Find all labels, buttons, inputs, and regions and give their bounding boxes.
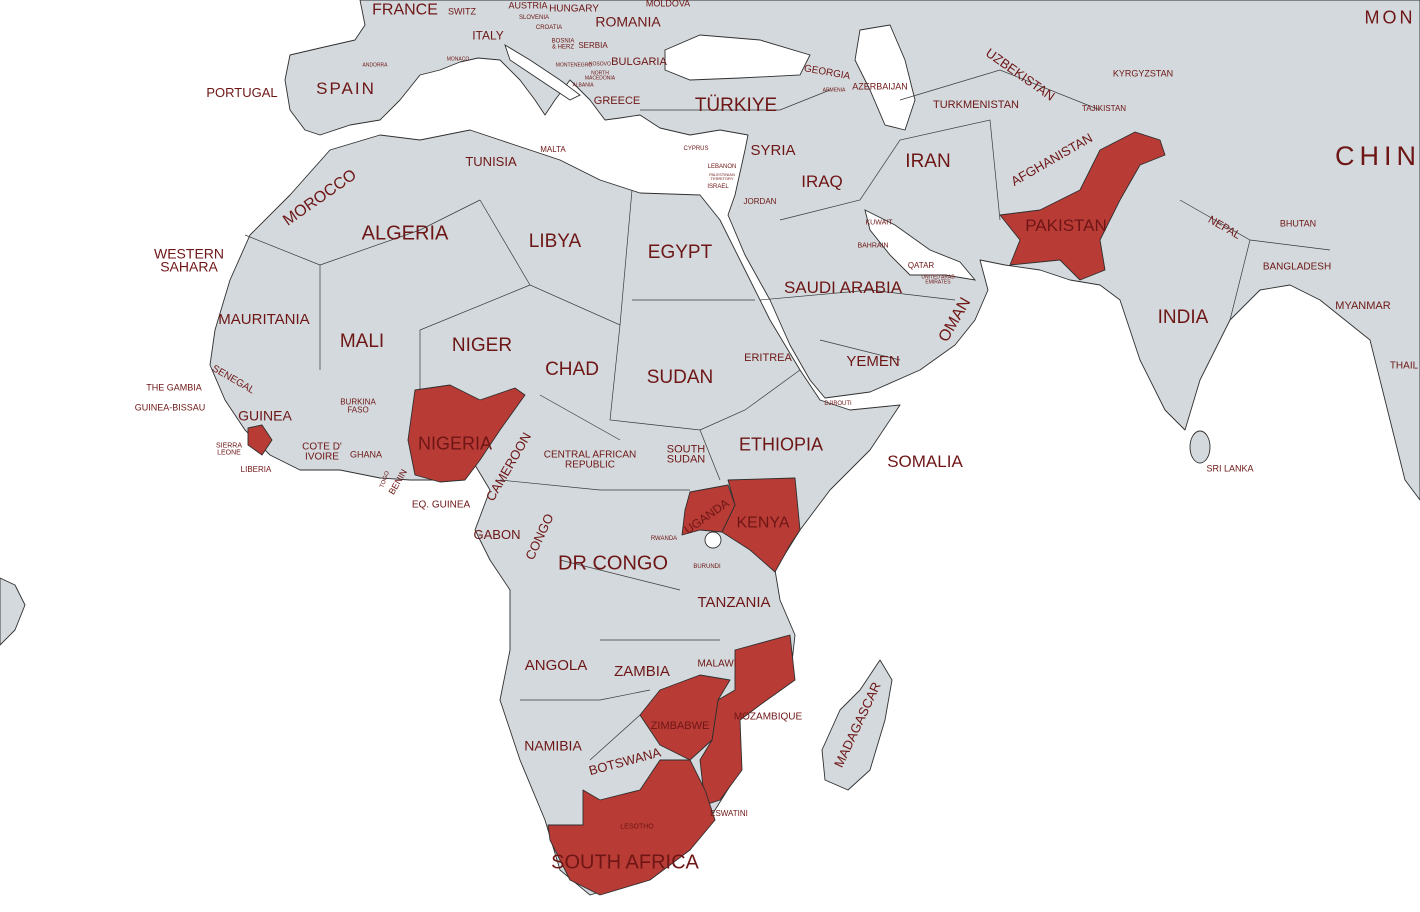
caspian-sea (854, 24, 916, 131)
black-sea (664, 34, 811, 81)
country-zimbabwe[interactable] (639, 674, 731, 761)
madagascar-landmass[interactable] (821, 659, 893, 791)
adriatic-sea (504, 43, 581, 101)
country-south-africa[interactable] (547, 759, 716, 896)
eurasia-landmass[interactable] (284, 0, 1420, 501)
south-america-edge (0, 577, 26, 646)
persian-gulf (864, 209, 977, 281)
country-sierra-leone[interactable] (247, 424, 273, 456)
sri-lanka-landmass[interactable] (1189, 430, 1211, 464)
lake-victoria (704, 531, 722, 549)
country-nigeria[interactable] (407, 384, 526, 483)
country-pakistan[interactable] (999, 131, 1166, 281)
country-borders (244, 69, 1331, 761)
country-uganda[interactable] (681, 484, 736, 536)
